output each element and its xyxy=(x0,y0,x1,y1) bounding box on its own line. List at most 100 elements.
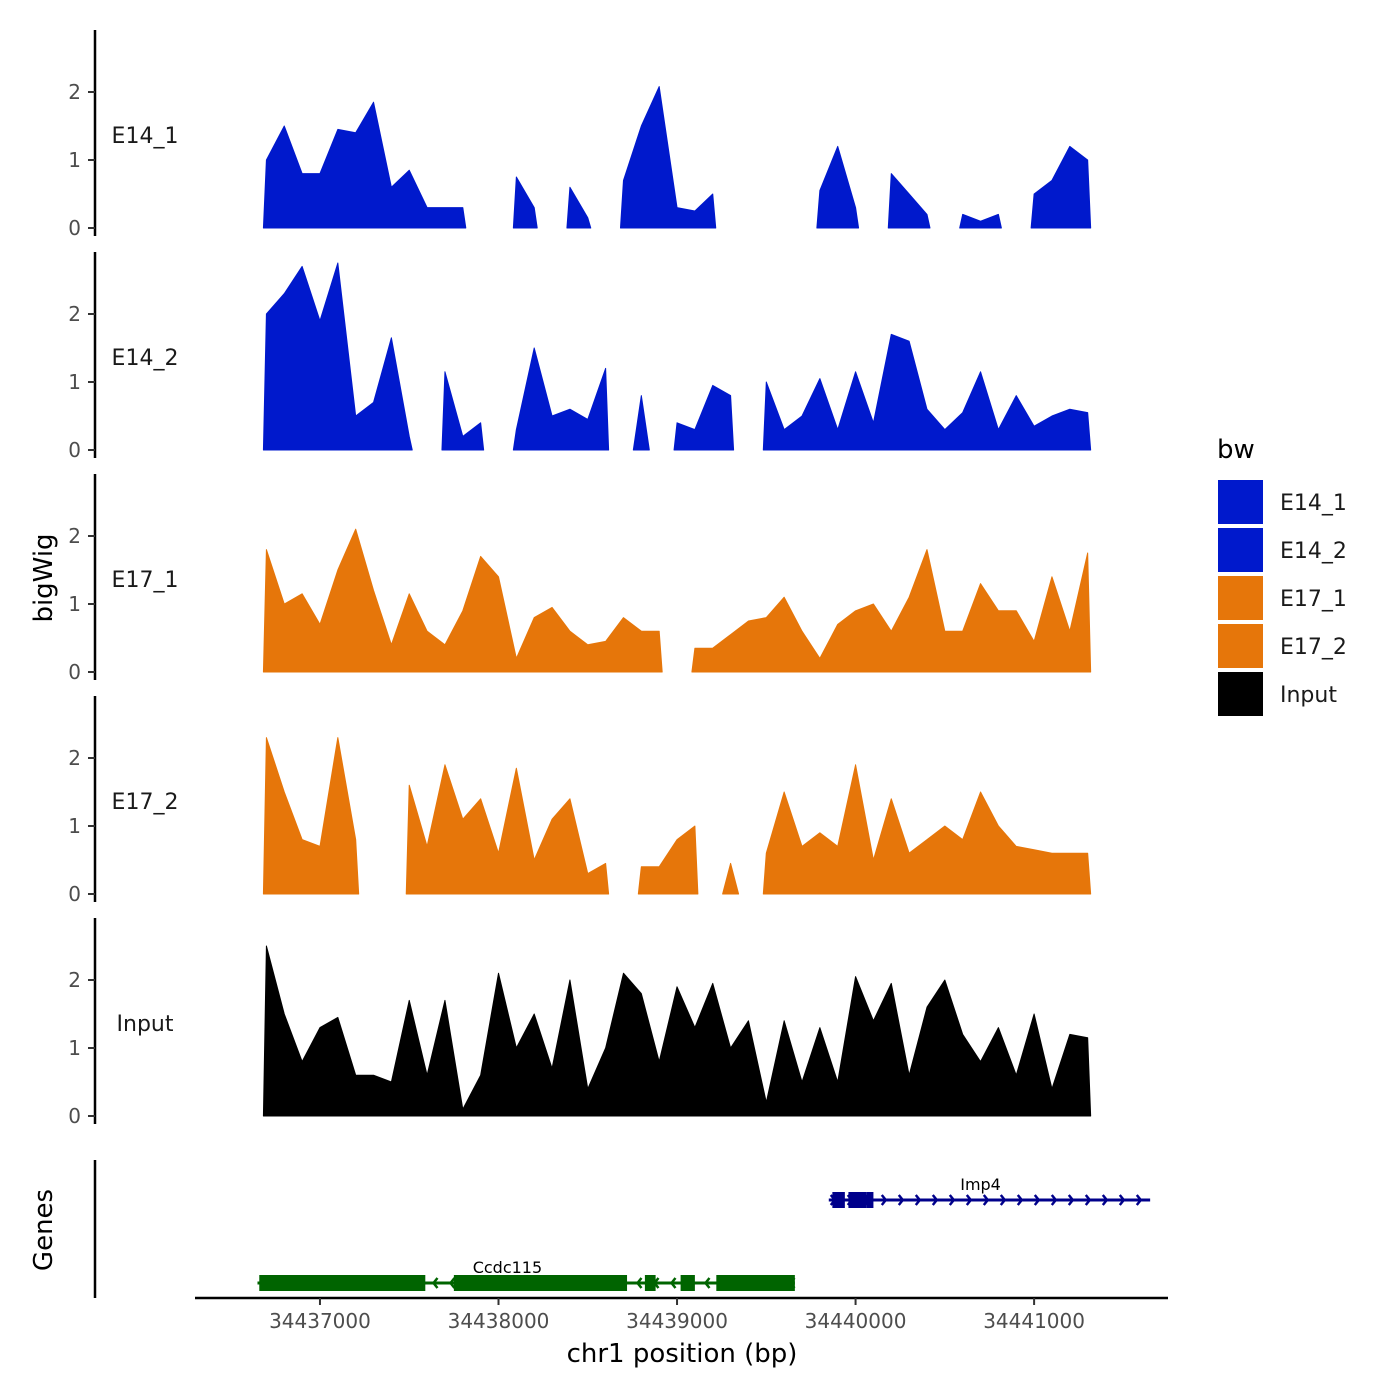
area-E14_2 xyxy=(673,384,735,451)
track-Input: 0 1 2 Input xyxy=(68,918,1092,1128)
track-label: E17_2 xyxy=(112,790,179,815)
area-E14_2 xyxy=(512,347,610,451)
legend-label-Input: Input xyxy=(1280,683,1337,708)
track-label: E14_1 xyxy=(112,124,179,149)
exon xyxy=(453,1275,628,1291)
strand-arrow xyxy=(965,1194,973,1206)
y-axis-title: bigWig xyxy=(29,533,59,622)
strand-arrow xyxy=(914,1194,922,1206)
y-tick-label: 1 xyxy=(68,814,81,838)
gene-label: Ccdc115 xyxy=(473,1258,542,1277)
strand-arrow xyxy=(999,1194,1007,1206)
legend-title: bw xyxy=(1217,435,1255,465)
y-tick-label: 0 xyxy=(68,660,81,684)
x-tick-label: 34437000 xyxy=(269,1309,371,1333)
track-E17_1: 0 1 2 E17_1 xyxy=(68,474,1092,684)
strand-arrow xyxy=(931,1194,939,1206)
exon xyxy=(259,1275,426,1291)
y-tick-label: 0 xyxy=(68,1104,81,1128)
track-label: Input xyxy=(117,1012,174,1037)
exon xyxy=(716,1275,795,1291)
exon xyxy=(644,1275,656,1291)
area-E17_2 xyxy=(405,764,610,895)
exon xyxy=(680,1275,695,1291)
area-E14_1 xyxy=(512,176,538,229)
x-tick-label: 34440000 xyxy=(805,1309,907,1333)
area-E17_2 xyxy=(722,862,740,895)
track-panels: 0 1 2 E14_1 0 1 2 E14_2 0 1 2 E17_1 0 1 2 E17_2 0 1 2 Input xyxy=(68,30,1092,1128)
y-tick-label: 2 xyxy=(68,302,81,326)
area-E14_1 xyxy=(262,101,467,229)
area-E17_2 xyxy=(262,737,360,895)
strand-arrow xyxy=(948,1194,956,1206)
strand-arrow xyxy=(880,1194,888,1206)
y-tick-label: 1 xyxy=(68,148,81,172)
y-tick-label: 1 xyxy=(68,370,81,394)
area-E14_2 xyxy=(762,333,1092,451)
y-tick-label: 0 xyxy=(68,438,81,462)
track-E14_2: 0 1 2 E14_2 xyxy=(68,252,1092,462)
y-tick-label: 2 xyxy=(68,80,81,104)
y-tick-label: 0 xyxy=(68,216,81,240)
gene-Ccdc115: Ccdc115 xyxy=(257,1258,796,1291)
y-tick-label: 2 xyxy=(68,968,81,992)
strand-arrow xyxy=(982,1194,990,1206)
legend-key-Input xyxy=(1218,672,1263,716)
track-E17_2: 0 1 2 E17_2 xyxy=(68,696,1092,906)
genes-axis-title: Genes xyxy=(29,1189,59,1271)
track-E14_1: 0 1 2 E14_1 xyxy=(68,30,1092,240)
area-E17_1 xyxy=(691,549,1092,673)
exon xyxy=(866,1192,874,1208)
area-E14_2 xyxy=(262,262,413,451)
strand-arrow xyxy=(1084,1194,1092,1206)
area-E14_1 xyxy=(816,145,860,229)
y-tick-label: 2 xyxy=(68,524,81,548)
legend-label-E17_2: E17_2 xyxy=(1280,635,1347,660)
strand-arrow xyxy=(669,1277,677,1289)
exon xyxy=(848,1192,867,1208)
strand-arrow xyxy=(1101,1194,1109,1206)
legend-key-E14_2 xyxy=(1218,528,1263,572)
x-tick-label: 34439000 xyxy=(626,1309,728,1333)
legend-label-E14_2: E14_2 xyxy=(1280,539,1347,564)
strand-arrow xyxy=(635,1277,643,1289)
x-axis-title: chr1 position (bp) xyxy=(567,1339,798,1369)
strand-arrow xyxy=(703,1277,711,1289)
legend-key-E17_1 xyxy=(1218,576,1263,620)
area-Input xyxy=(262,945,1092,1117)
area-E14_2 xyxy=(441,371,485,451)
strand-arrow xyxy=(431,1277,439,1289)
area-E14_1 xyxy=(959,213,1002,229)
legend-key-E14_1 xyxy=(1218,480,1263,524)
strand-arrow xyxy=(1135,1194,1143,1206)
y-tick-label: 2 xyxy=(68,746,81,770)
strand-arrow xyxy=(1118,1194,1126,1206)
area-E17_2 xyxy=(637,825,699,895)
x-tick-label: 34438000 xyxy=(448,1309,550,1333)
x-axis: 34437000 34438000 34439000 34440000 34441000 xyxy=(195,1296,1168,1333)
area-E14_2 xyxy=(632,395,650,451)
area-E14_1 xyxy=(887,173,931,229)
area-E17_1 xyxy=(262,528,663,673)
exon xyxy=(832,1192,845,1208)
legend-label-E14_1: E14_1 xyxy=(1280,491,1347,516)
y-tick-label: 0 xyxy=(68,882,81,906)
strand-arrow xyxy=(448,1277,456,1289)
gene-label: Imp4 xyxy=(960,1175,1001,1194)
strand-arrow xyxy=(1050,1194,1058,1206)
area-E17_2 xyxy=(762,764,1092,895)
x-tick-label: 34441000 xyxy=(983,1309,1085,1333)
legend-key-E17_2 xyxy=(1218,624,1263,668)
track-label: E14_2 xyxy=(112,346,179,371)
legend: bw E14_1 E14_2 E17_1 E17_2 Input xyxy=(1217,435,1347,716)
gene-Imp4: Imp4 xyxy=(828,1175,1151,1208)
area-E14_1 xyxy=(1030,145,1092,229)
y-tick-label: 1 xyxy=(68,592,81,616)
gene-panel: Imp4 Ccdc115 xyxy=(93,1160,1151,1298)
area-E14_1 xyxy=(566,186,592,229)
area-E14_1 xyxy=(619,86,717,229)
y-tick-label: 1 xyxy=(68,1036,81,1060)
legend-label-E17_1: E17_1 xyxy=(1280,587,1347,612)
strand-arrow xyxy=(897,1194,905,1206)
